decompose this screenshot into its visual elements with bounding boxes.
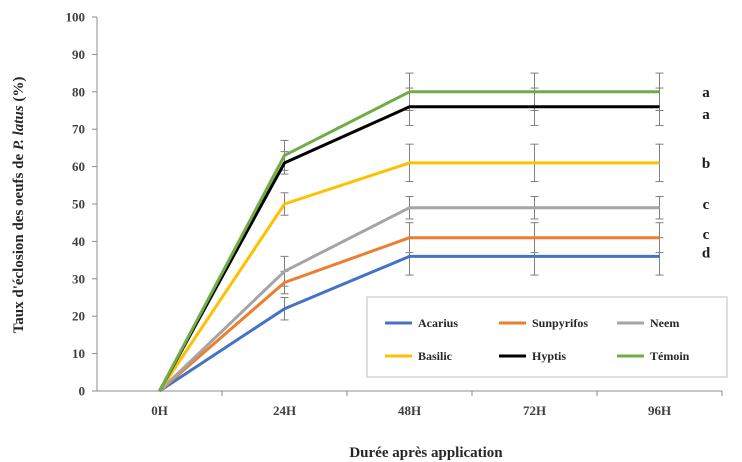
x-tick-label: 48H (398, 403, 421, 418)
y-tick-label: 80 (72, 84, 85, 99)
series-line-sunpyrifos (158, 236, 660, 393)
legend-box (366, 296, 728, 378)
legend-label: Acarius (418, 316, 458, 330)
significance-label: b (702, 156, 710, 172)
y-axis-title-species: P. latus (11, 105, 27, 150)
significance-label: c (703, 197, 710, 213)
y-axis-title: Taux d'éclosion des oeufs de P. latus (%… (11, 77, 27, 334)
y-tick-label: 70 (72, 122, 85, 137)
error-bars (280, 72, 664, 321)
y-tick-label: 90 (72, 47, 85, 62)
legend-label: Témoin (650, 349, 690, 363)
x-tick-label: 0H (151, 403, 168, 418)
y-axis-title-suffix: (%) (11, 77, 27, 106)
series-line-neem (158, 206, 660, 393)
x-tick-label: 24H (273, 403, 296, 418)
series-line-hyptis (158, 105, 660, 392)
significance-label: d (702, 246, 711, 262)
significance-label: a (702, 85, 710, 101)
y-tick-label: 10 (72, 346, 85, 361)
series-lines (158, 90, 660, 393)
series-line-basilic (158, 161, 660, 392)
series-line-acarius (158, 254, 660, 393)
legend-label: Sunpyrifos (532, 316, 588, 330)
y-tick-label: 60 (72, 159, 85, 174)
x-tick-label: 72H (523, 403, 546, 418)
series-line-t-moin (158, 90, 660, 392)
y-tick-label: 100 (66, 10, 86, 25)
significance-label: a (702, 107, 710, 123)
significance-label: c (703, 227, 710, 243)
legend-label: Hyptis (532, 349, 566, 363)
y-tick-label: 30 (72, 271, 85, 286)
x-axis-ticks: 0H 24H 48H 72H 96H (151, 391, 723, 418)
legend-label: Basilic (418, 349, 453, 363)
y-tick-label: 40 (72, 234, 85, 249)
x-tick-label: 96H (648, 403, 671, 418)
x-axis-title: Durée après application (349, 445, 503, 461)
y-axis-ticks: 0 10 20 30 40 50 60 70 80 90 100 (66, 10, 97, 399)
y-axis-title-prefix: Taux d'éclosion des oeufs de (11, 150, 27, 333)
legend: Acarius Sunpyrifos Neem Basilic Hyptis Témoin (366, 296, 728, 378)
y-tick-label: 20 (72, 309, 85, 324)
y-tick-label: 0 (79, 384, 86, 399)
legend-label: Neem (650, 316, 679, 330)
y-tick-label: 50 (72, 197, 85, 212)
